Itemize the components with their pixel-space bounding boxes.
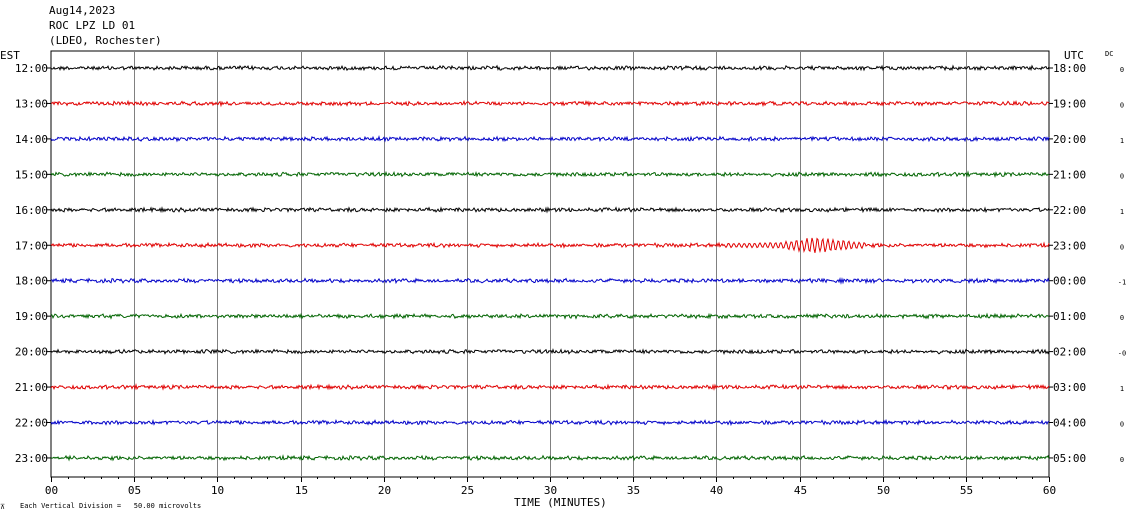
x-tick-label: 50 <box>877 484 890 497</box>
est-hour-label: 21:00 <box>15 381 48 394</box>
x-tick-label: 00 <box>45 484 58 497</box>
dc-offset-value: 0 <box>1120 243 1124 251</box>
x-tick-label: 35 <box>627 484 640 497</box>
x-tick-label: 30 <box>544 484 557 497</box>
trace-line <box>50 454 1050 462</box>
est-hour-label: 22:00 <box>15 417 48 430</box>
trace-line <box>50 206 1050 214</box>
x-tick-label: 55 <box>960 484 973 497</box>
est-hour-label: 16:00 <box>15 204 48 217</box>
trace-line <box>50 64 1050 72</box>
utc-hour-label: 00:00 <box>1053 275 1086 288</box>
dc-offset-value: 0 <box>1120 314 1124 322</box>
network-label: (LDEO, Rochester) <box>49 34 162 47</box>
est-hour-label: 13:00 <box>15 97 48 110</box>
est-hour-label: 12:00 <box>15 62 48 75</box>
dc-offset-value: 1 <box>1120 385 1124 393</box>
scale-note: Each Vertical Division = 50.00 microvolt… <box>20 502 202 510</box>
x-tick-label: 10 <box>211 484 224 497</box>
est-hour-label: 18:00 <box>15 275 48 288</box>
dc-offset-value: 0 <box>1120 66 1124 74</box>
utc-hour-label: 19:00 <box>1053 97 1086 110</box>
compass-icon: ⊼ <box>0 503 6 511</box>
x-axis-title: TIME (MINUTES) <box>514 496 607 509</box>
utc-hour-label: 03:00 <box>1053 381 1086 394</box>
dc-offset-value: 0 <box>1120 456 1124 464</box>
x-tick-label: 25 <box>461 484 474 497</box>
est-hour-label: 14:00 <box>15 133 48 146</box>
trace-line <box>50 382 1050 391</box>
est-hour-label: 20:00 <box>15 346 48 359</box>
est-hour-label: 23:00 <box>15 452 48 465</box>
dc-offset-value: 0 <box>1120 421 1124 429</box>
dc-column-label: DC <box>1105 50 1114 58</box>
est-hour-label: 19:00 <box>15 310 48 323</box>
x-tick-label: 45 <box>794 484 807 497</box>
utc-hour-label: 23:00 <box>1053 239 1086 252</box>
station-label: ROC LPZ LD 01 <box>49 19 136 32</box>
utc-hour-label: 20:00 <box>1053 133 1086 146</box>
date-label: Aug14,2023 <box>49 4 116 17</box>
dc-offset-value: -1 <box>1118 279 1126 287</box>
x-tick-label: 15 <box>295 484 308 497</box>
utc-axis-label: UTC <box>1064 49 1084 62</box>
utc-hour-label: 22:00 <box>1053 204 1086 217</box>
x-tick-label: 05 <box>128 484 141 497</box>
trace-line <box>50 99 1050 108</box>
utc-hour-label: 04:00 <box>1053 417 1086 430</box>
dc-offset-value: 1 <box>1120 137 1124 145</box>
trace-line <box>50 348 1050 355</box>
est-hour-label: 17:00 <box>15 239 48 252</box>
trace-line <box>50 170 1050 179</box>
trace-line <box>50 418 1050 427</box>
utc-hour-label: 21:00 <box>1053 168 1086 181</box>
x-tick-label: 40 <box>710 484 723 497</box>
est-hour-label: 15:00 <box>15 168 48 181</box>
dc-offset-value: 0 <box>1120 172 1124 180</box>
trace-line <box>50 312 1050 320</box>
x-tick-label: 60 <box>1043 484 1056 497</box>
utc-hour-label: 02:00 <box>1053 346 1086 359</box>
est-axis-label: EST <box>0 49 20 62</box>
dc-offset-value: 0 <box>1120 101 1124 109</box>
x-tick-label: 20 <box>378 484 391 497</box>
utc-hour-label: 01:00 <box>1053 310 1086 323</box>
trace-line <box>50 277 1050 285</box>
utc-hour-label: 18:00 <box>1053 62 1086 75</box>
utc-hour-label: 05:00 <box>1053 452 1086 465</box>
trace-line <box>50 135 1050 143</box>
trace-line <box>50 237 1050 254</box>
dc-offset-value: 1 <box>1120 208 1124 216</box>
dc-offset-value: -0 <box>1118 350 1126 358</box>
